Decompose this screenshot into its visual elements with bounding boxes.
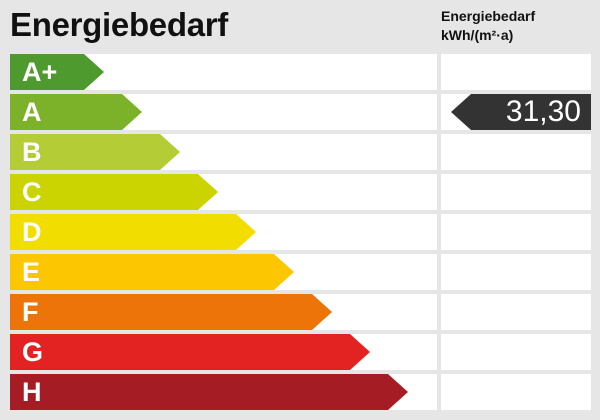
energy-class-label: A+: [22, 57, 58, 87]
chart-title: Energiebedarf: [10, 6, 228, 43]
energy-class-arrow: A: [10, 94, 142, 130]
energy-class-row: D: [10, 214, 591, 250]
energy-class-label: C: [22, 177, 42, 207]
energy-class-arrow: F: [10, 294, 332, 330]
energy-class-label: A: [22, 97, 42, 127]
column-header-title: Energiebedarf: [441, 8, 536, 24]
energy-class-label: D: [22, 217, 42, 247]
value-cell: [441, 254, 591, 290]
energy-class-label: H: [22, 377, 42, 407]
energy-class-label: G: [22, 337, 44, 367]
value-cell: [441, 174, 591, 210]
column-header-unit: kWh/(m²·a): [441, 27, 514, 43]
value-text: 31,30: [505, 95, 581, 128]
energy-class-label: B: [22, 137, 42, 167]
value-cell: [441, 134, 591, 170]
column-header: Energiebedarf kWh/(m²·a): [441, 7, 535, 45]
energy-class-arrow: H: [10, 374, 408, 410]
energy-class-row: C: [10, 174, 591, 210]
energy-class-row: F: [10, 294, 591, 330]
energy-class-row: A+: [10, 54, 591, 90]
energy-class-arrow: A+: [10, 54, 104, 90]
value-cell: [441, 334, 591, 370]
value-cell: [441, 294, 591, 330]
energy-class-row: E: [10, 254, 591, 290]
value-marker: 31,30: [451, 94, 591, 130]
energy-class-arrow: G: [10, 334, 370, 370]
energy-class-arrow: C: [10, 174, 218, 210]
energy-class-label: E: [22, 257, 41, 287]
value-cell: [441, 54, 591, 90]
energy-class-label: F: [22, 297, 39, 327]
value-cell: [441, 214, 591, 250]
energy-class-arrow: E: [10, 254, 294, 290]
energy-class-arrow: B: [10, 134, 180, 170]
energy-class-row: B: [10, 134, 591, 170]
energy-class-arrow: D: [10, 214, 256, 250]
value-cell: [441, 374, 591, 410]
energy-class-row: G: [10, 334, 591, 370]
energy-class-row: H: [10, 374, 591, 410]
